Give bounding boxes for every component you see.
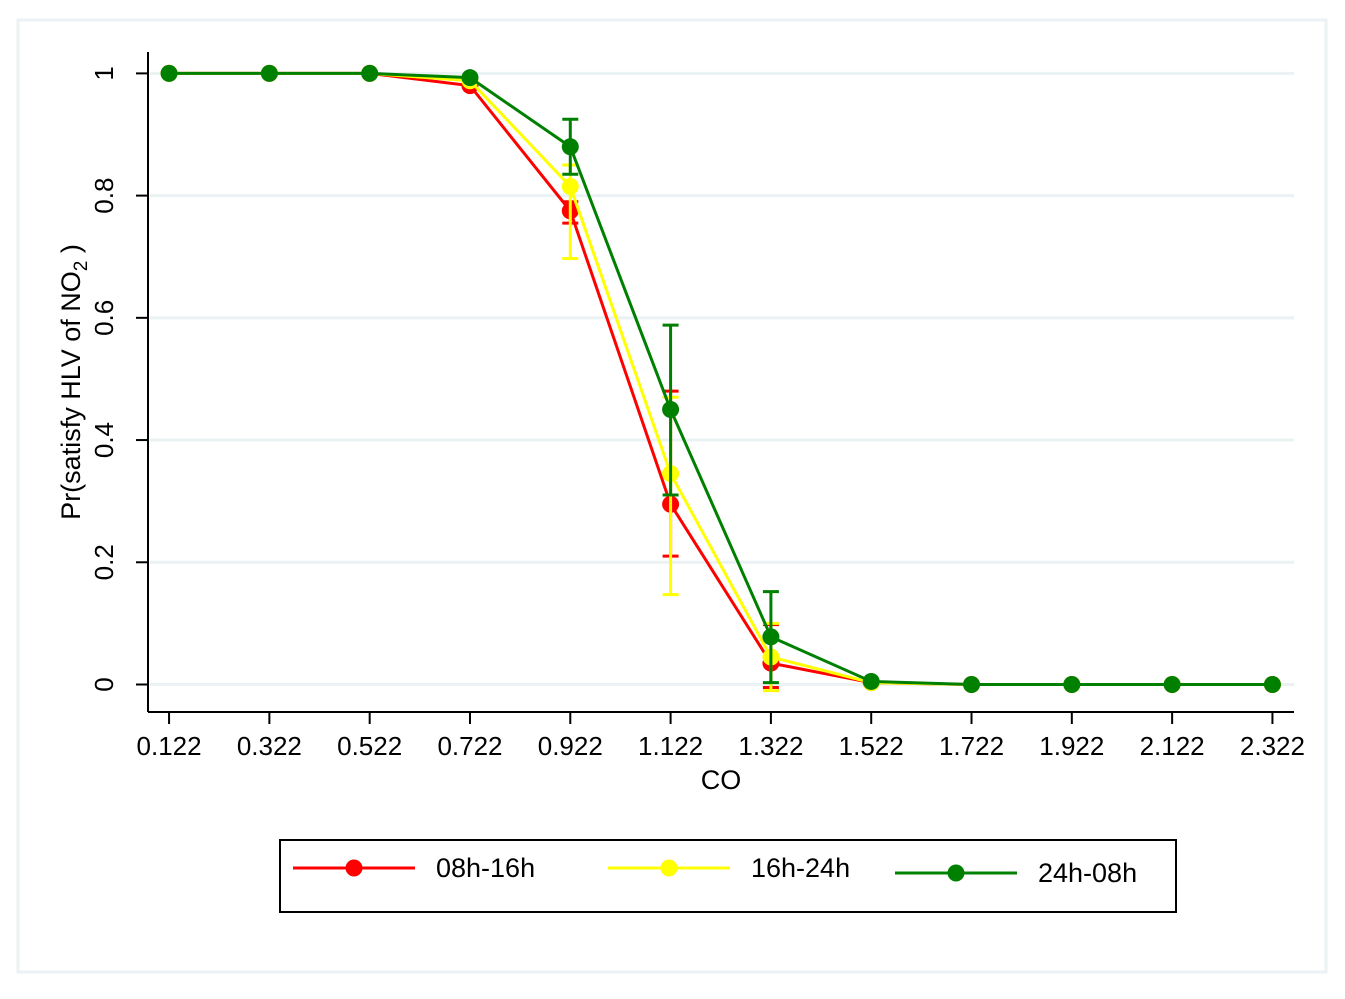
x-tick-label: 0.122 [137,731,202,761]
x-tick-label: 2.322 [1240,731,1305,761]
y-axis-label-prefix: Pr(satisfy HLV of NO [56,271,86,520]
data-point [361,64,379,82]
x-tick-label: 1.122 [638,731,703,761]
series-line [169,71,1273,686]
data-point [963,676,981,693]
data-point [260,64,278,82]
y-tick-label: 0.8 [89,178,119,214]
y-tick-label: 0.6 [89,300,119,336]
x-tick-label: 1.922 [1039,731,1104,761]
data-point [561,177,579,195]
data-point [862,672,880,690]
plot-area [160,64,1281,693]
x-tick-label: 1.722 [939,731,1004,761]
legend-marker [345,859,363,877]
data-point [1163,676,1181,693]
legend-box [279,839,1177,913]
x-tick-label: 0.522 [337,731,402,761]
data-point [160,64,178,82]
x-tick-label: 0.322 [237,731,302,761]
y-axis-label: Pr(satisfy HLV of NO2 ) [56,244,92,520]
x-tick-label: 0.922 [538,731,603,761]
y-tick-label: 0.2 [89,544,119,580]
x-tick-label: 1.522 [839,731,904,761]
y-tick-label: 1 [89,66,119,80]
data-point [561,138,579,156]
x-tick-label: 1.322 [738,731,803,761]
legend-label: 16h-24h [751,853,850,883]
data-point [1063,676,1081,693]
legend-label: 08h-16h [436,853,535,883]
data-point [762,628,780,646]
data-point [662,401,680,418]
data-point [461,69,479,87]
y-axis-label-subscript: 2 [71,261,92,272]
y-axis-label-suffix: ) [56,244,86,261]
x-axis-label: CO [701,765,742,795]
series-24h-08h [160,64,1281,693]
x-axis-ticks: 0.122 0.322 0.522 0.722 0.922 1.122 1.322 1.522… [137,712,1305,761]
y-tick-label: 0 [89,677,119,691]
y-axis-ticks: 0 0.2 0.4 0.6 0.8 1 [89,66,148,692]
legend: 08h-16h 16h-24h 24h-08h [293,853,1137,888]
data-point [1263,676,1281,693]
x-tick-label: 0.722 [437,731,502,761]
legend-marker [947,864,965,882]
y-tick-label: 0.4 [89,422,119,458]
legend-marker [660,859,678,877]
legend-label: 24h-08h [1038,858,1137,888]
x-tick-label: 2.122 [1140,731,1205,761]
